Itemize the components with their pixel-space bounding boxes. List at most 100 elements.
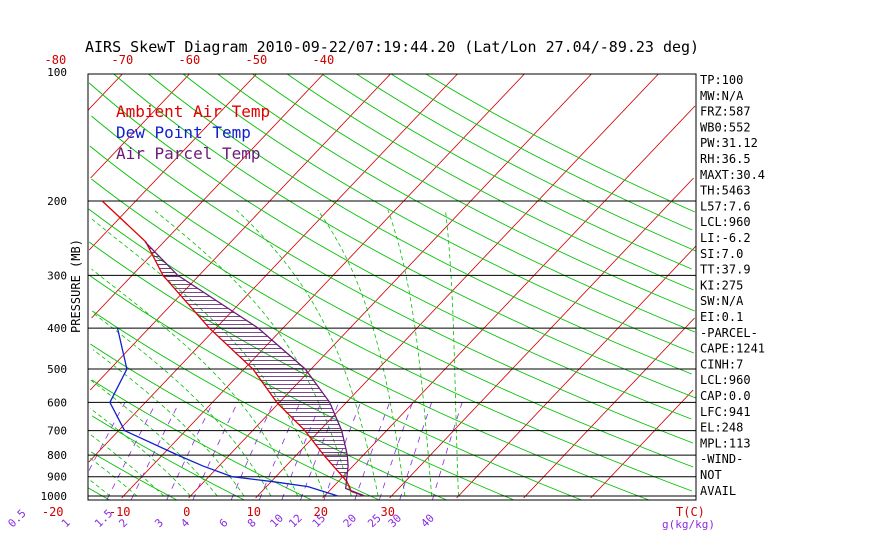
dry-adiabat-line: [88, 274, 515, 501]
isotherm-line: [188, 73, 592, 499]
dry-adiabat-line: [92, 310, 447, 501]
moist-adiabat-line: [92, 349, 245, 497]
mixing-ratio-label: 10: [267, 512, 286, 531]
pressure-tick-label: 400: [47, 322, 67, 335]
index-line: RH:36.5: [700, 152, 751, 166]
dry-adiabat-line: [91, 415, 245, 501]
plot-frame: [87, 73, 697, 501]
dry-adiabat-line: [90, 343, 380, 501]
dry-adiabat-line: [148, 73, 692, 375]
legend-ambient: Ambient Air Temp: [116, 102, 270, 121]
index-line: MAXT:30.4: [700, 168, 765, 182]
isotherm-line: [88, 73, 257, 251]
index-line: TH:5463: [700, 184, 751, 198]
index-line: NOT: [700, 468, 722, 482]
index-line: TT:37.9: [700, 263, 751, 277]
mixing-ratio-line: [106, 402, 157, 500]
legend-parcel: Air Parcel Temp: [116, 144, 261, 163]
series-line-ambient: [101, 200, 365, 497]
index-line: KI:275: [700, 278, 743, 292]
dry-adiabat-line: [91, 379, 312, 501]
isotherm-line: [523, 317, 695, 499]
series-line-dewpoint: [109, 327, 339, 497]
top-temp-tick-label: -60: [179, 53, 201, 67]
index-line: AVAIL: [700, 484, 736, 498]
index-line: -WIND-: [700, 452, 743, 466]
top-temp-tick-label: -40: [313, 53, 335, 67]
pressure-tick-label: 900: [47, 471, 67, 484]
mixing-ratio-line: [230, 402, 274, 500]
index-line: CAP:0.0: [700, 389, 751, 403]
mixing-ratio-line: [300, 402, 340, 500]
mixing-ratio-label: 20: [341, 512, 360, 531]
top-temp-tick-label: -80: [45, 53, 67, 67]
dry-adiabat-line: [217, 73, 695, 333]
pressure-tick-label: 600: [47, 396, 67, 409]
dry-adiabat-line: [356, 73, 697, 252]
pressure-tick-label: 300: [47, 269, 67, 282]
bottom-temp-tick-label: -20: [42, 505, 64, 519]
bottom-temp-tick-label: -10: [109, 505, 131, 519]
moist-adiabat-line: [88, 457, 138, 497]
mixing-ratio-label: 12: [286, 512, 305, 531]
bottom-temp-tick-label: 0: [183, 505, 190, 519]
index-line: CINH:7: [700, 357, 743, 371]
isotherm-line: [88, 73, 458, 463]
dry-adiabat-line: [390, 73, 693, 231]
dry-adiabat-line: [286, 73, 694, 291]
index-line: TP:100: [700, 73, 743, 87]
y-axis-label: PRESSURE (MB): [69, 239, 83, 333]
index-line: MW:N/A: [700, 89, 744, 103]
moist-adiabat-line: [87, 478, 111, 497]
legend: Ambient Air Temp Dew Point Temp Air Parc…: [116, 102, 270, 163]
index-line: SI:7.0: [700, 247, 743, 261]
moist-adiabat-line: [387, 209, 433, 497]
series-line-parcel: [144, 241, 365, 497]
dry-adiabat-line: [89, 145, 694, 468]
pressure-tick-label: 700: [47, 425, 67, 438]
index-line: CAPE:1241: [700, 342, 765, 356]
mixing-ratio-line: [281, 402, 322, 500]
moist-adiabat-line: [317, 209, 406, 497]
pressure-tick-label: 1000: [41, 490, 68, 503]
dry-adiabat-line: [252, 73, 695, 312]
isotherm-line: [89, 73, 391, 391]
top-temp-tick-label: -50: [246, 53, 268, 67]
top-temp-tick-label: -70: [112, 53, 134, 67]
dry-adiabat-line: [91, 115, 694, 444]
mixing-ratio-label: 0.5: [5, 507, 28, 530]
mixing-ratio-line: [166, 402, 214, 500]
index-line: L57:7.6: [700, 199, 751, 213]
mixing-ratio-unit-label: g(kg/kg): [662, 518, 715, 531]
index-line: SW:N/A: [700, 294, 744, 308]
dry-adiabat-line: [88, 241, 582, 501]
pressure-tick-label: 200: [47, 195, 67, 208]
isotherm-line: [121, 73, 525, 499]
mixing-ratio-line: [88, 402, 126, 471]
index-line: PW:31.12: [700, 136, 758, 150]
moist-adiabat-line: [90, 218, 325, 497]
index-line: -PARCEL-: [700, 326, 758, 340]
dry-adiabat-line: [113, 73, 697, 399]
isotherm-line: [87, 73, 123, 111]
index-line: LFC:941: [700, 405, 751, 419]
pressure-tick-label: 100: [47, 66, 67, 79]
dry-adiabat-line: [182, 73, 694, 354]
mixing-ratio-label: 3: [152, 516, 166, 530]
moist-adiabat-line: [445, 209, 459, 497]
pressure-tick-label: 800: [47, 449, 67, 462]
bottom-temp-tick-label: 30: [380, 505, 394, 519]
index-line: MPL:113: [700, 436, 751, 450]
mixing-ratio-line: [432, 402, 463, 500]
dry-adiabat-line: [88, 82, 692, 420]
index-line: EI:0.1: [700, 310, 743, 324]
isotherm-line: [389, 177, 694, 499]
dry-adiabat-line: [91, 178, 693, 492]
moist-adiabat-line: [88, 432, 164, 497]
moist-adiabat-line: [93, 313, 272, 497]
index-line: EL:248: [700, 421, 743, 435]
mixing-ratio-label: 6: [217, 516, 231, 530]
mixing-ratio-line: [379, 402, 413, 500]
index-line: LI:-6.2: [700, 231, 751, 245]
